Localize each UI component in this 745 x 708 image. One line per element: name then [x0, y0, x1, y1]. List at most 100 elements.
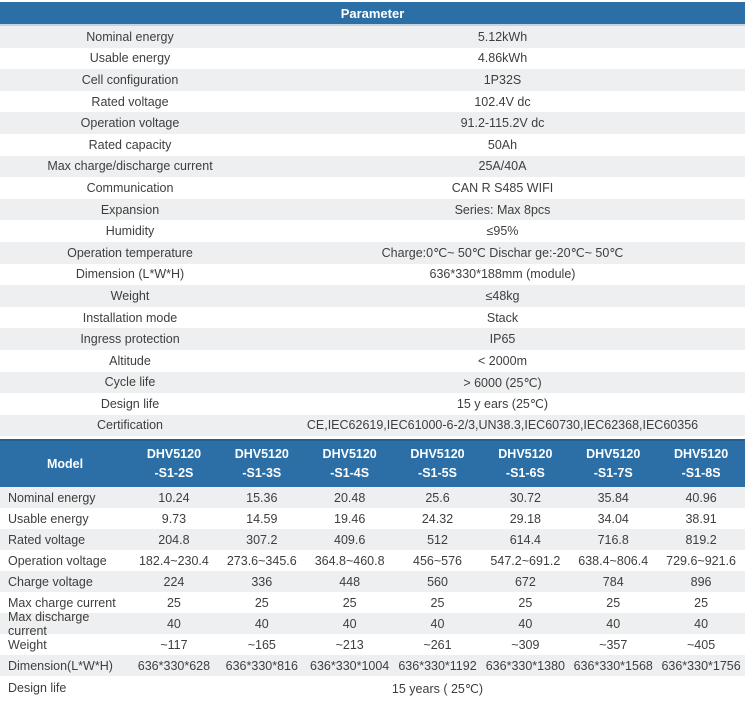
model-table-rows: Nominal energy 10.24 15.36 20.48 25.6 30.72 35… — [0, 487, 745, 677]
model-table-header: Model DHV5120 -S1-2S DHV5120 -S1-3S DHV5120 -… — [0, 439, 745, 488]
parameter-label: Altitude — [109, 353, 151, 368]
model-cell: 25.6 — [425, 490, 450, 505]
model-row: Weight ~117 ~165 ~213 ~261 ~309 ~357 ~405 — [0, 634, 745, 655]
model-cell: 409.6 — [334, 532, 366, 547]
model-cell: 14.59 — [246, 511, 278, 526]
parameter-row: Rated capacity 50Ah — [0, 134, 745, 156]
parameter-value: 50Ah — [487, 137, 518, 152]
model-cell: 512 — [427, 532, 448, 547]
model-cell: 19.46 — [334, 511, 366, 526]
parameter-row: Ingress protection IP65 — [0, 328, 745, 350]
model-cell: 636*330*1568 — [573, 658, 653, 673]
design-life-value: 15 years ( 25℃) — [391, 681, 484, 696]
parameter-row: Design life 15 y ears (25℃) — [0, 393, 745, 415]
model-cell: 636*330*1004 — [310, 658, 390, 673]
parameter-row: Certification CE,IEC62619,IEC61000-6-2/3,… — [0, 414, 745, 437]
model-cell: 636*330*1192 — [398, 658, 477, 673]
parameter-row: Altitude < 2000m — [0, 350, 745, 372]
parameter-value: Charge:0℃~ 50℃ Dischar ge:-20℃~ 50℃ — [381, 246, 624, 261]
model-cell: 896 — [690, 574, 712, 589]
model-cell: 9.73 — [161, 511, 187, 526]
design-life-label: Design life — [8, 681, 67, 696]
model-cell: ~165 — [247, 637, 276, 652]
parameter-label: Humidity — [105, 224, 155, 239]
model-row-label: Dimension(L*W*H) — [8, 658, 113, 673]
model-header-cell: Model — [46, 457, 84, 472]
model-cell: 25 — [606, 595, 621, 610]
model-name-line2: -S1-3S — [242, 466, 282, 481]
model-cell: 182.4~230.4 — [138, 553, 209, 568]
parameter-label: Usable energy — [89, 51, 171, 66]
model-cell: ~213 — [335, 637, 364, 652]
model-cell: 25 — [166, 595, 181, 610]
model-row: Charge voltage 224 336 448 560 672 784 896 — [0, 571, 745, 593]
model-cell: 38.91 — [685, 511, 717, 526]
parameter-label: Rated voltage — [91, 94, 169, 109]
model-cell: 636*330*816 — [225, 658, 298, 673]
model-cell: 784 — [602, 574, 624, 589]
parameter-table-header: Parameter — [0, 2, 745, 26]
model-cell: 224 — [163, 574, 185, 589]
model-row-label: Usable energy — [8, 511, 89, 526]
model-table: Model DHV5120 -S1-2S DHV5120 -S1-3S DHV5120 -… — [0, 439, 745, 701]
parameter-row: Operation voltage 91.2-115.2V dc — [0, 112, 745, 134]
model-cell: 636*330*1756 — [661, 658, 741, 673]
model-cell: 672 — [514, 574, 536, 589]
model-column-header: DHV5120 -S1-6S — [481, 445, 569, 484]
model-name-line1: DHV5120 — [146, 446, 202, 461]
model-name-line2: -S1-7S — [593, 466, 633, 481]
model-row: Operation voltage 182.4~230.4 273.6~345.6 3… — [0, 550, 745, 571]
model-cell: 636*330*1380 — [485, 658, 565, 673]
parameter-label: Expansion — [100, 202, 160, 217]
model-name-line1: DHV5120 — [673, 446, 729, 461]
model-name-line1: DHV5120 — [498, 446, 553, 461]
parameter-value: 5.12kWh — [477, 29, 528, 44]
model-name-line1: DHV5120 — [410, 446, 465, 461]
model-cell: 25 — [694, 595, 709, 610]
parameter-label: Communication — [86, 180, 174, 195]
parameter-value: 25A/40A — [478, 159, 527, 174]
model-name-line1: DHV5120 — [234, 446, 289, 461]
parameter-value: CAN R S485 WIFI — [451, 180, 554, 195]
model-cell: 547.2~691.2 — [490, 553, 561, 568]
model-cell: 10.24 — [158, 490, 190, 505]
model-name-line2: -S1-6S — [505, 466, 545, 481]
model-cell: 456~576 — [413, 553, 463, 568]
parameter-label: Rated capacity — [88, 137, 172, 152]
parameter-row: Rated voltage 102.4V dc — [0, 91, 745, 113]
parameter-label: Weight — [110, 288, 150, 303]
parameter-value: > 6000 (25℃) — [463, 375, 542, 390]
parameter-label: Operation temperature — [67, 245, 193, 260]
parameter-value: ≤48kg — [485, 288, 520, 303]
parameter-table-title: Parameter — [340, 5, 405, 21]
parameter-value: IP65 — [489, 332, 516, 347]
parameter-label: Cycle life — [104, 375, 156, 390]
parameter-label: Cell configuration — [81, 72, 179, 87]
parameter-label: Ingress protection — [80, 332, 180, 347]
model-column-header: DHV5120 -S1-8S — [657, 445, 745, 484]
parameter-row: Usable energy 4.86kWh — [0, 48, 745, 70]
model-cell: 29.18 — [509, 511, 541, 526]
model-column-header: DHV5120 -S1-7S — [569, 445, 657, 484]
model-cell: 25 — [342, 595, 357, 610]
parameter-row: Max charge/discharge current 25A/40A — [0, 155, 745, 178]
parameter-label: Operation voltage — [80, 116, 180, 131]
model-row-label: Rated voltage — [8, 532, 86, 547]
model-row: Dimension(L*W*H) 636*330*628 636*330*816 63… — [0, 655, 745, 677]
parameter-row: Expansion Series: Max 8pcs — [0, 198, 745, 221]
model-row-label: Weight — [8, 637, 47, 652]
parameter-row: Communication CAN R S485 WIFI — [0, 177, 745, 199]
model-column-header: DHV5120 -S1-4S — [306, 445, 394, 484]
model-cell: 614.4 — [509, 532, 541, 547]
model-cell: 716.8 — [597, 532, 629, 547]
parameter-table-rows: Nominal energy 5.12kWh Usable energy 4.86kW… — [0, 26, 745, 437]
model-cell: 729.6~921.6 — [666, 553, 737, 568]
model-cell: 40 — [254, 616, 269, 631]
model-row: Usable energy 9.73 14.59 19.46 24.32 29.18 34.… — [0, 508, 745, 529]
model-column-header: DHV5120 -S1-2S — [130, 445, 218, 484]
parameter-row: Humidity ≤95% — [0, 220, 745, 242]
model-cell: 560 — [427, 574, 448, 589]
parameter-row: Installation mode Stack — [0, 307, 745, 329]
parameter-label: Dimension (L*W*H) — [75, 267, 185, 282]
